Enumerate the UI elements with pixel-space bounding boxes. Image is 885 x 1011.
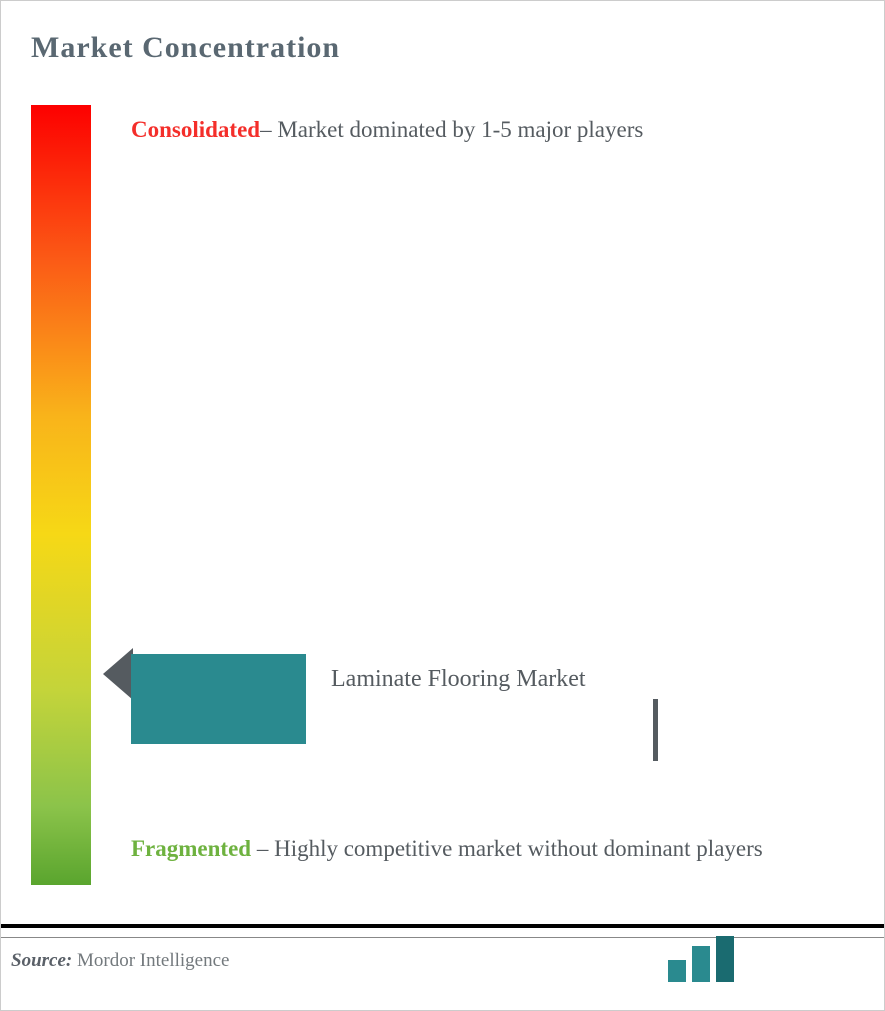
fragmented-rest: – Highly competitive market without domi… — [251, 836, 763, 861]
source-text: Source: Mordor Intelligence — [11, 950, 229, 972]
brand-logo — [668, 936, 734, 982]
content-row: Consolidated– Market dominated by 1-5 ma… — [31, 105, 854, 885]
infographic-container: Market Concentration Consolidated– Marke… — [0, 0, 885, 1011]
source-label: Source: — [11, 950, 72, 971]
consolidated-rest: – Market dominated by 1-5 major players — [260, 117, 643, 142]
consolidated-description: Consolidated– Market dominated by 1-5 ma… — [131, 105, 854, 156]
marker-label: Laminate Flooring Market — [331, 666, 586, 693]
market-marker: Laminate Flooring Market — [131, 654, 854, 744]
logo-bars-icon — [668, 936, 734, 982]
source-value: Mordor Intelligence — [72, 950, 229, 971]
text-column: Consolidated– Market dominated by 1-5 ma… — [131, 105, 854, 885]
marker-box — [131, 654, 306, 744]
marker-vertical-line — [653, 699, 658, 761]
concentration-gradient-bar — [31, 105, 91, 885]
footer-rule-thick — [1, 924, 884, 928]
fragmented-label: Fragmented — [131, 836, 251, 861]
consolidated-label: Consolidated — [131, 117, 260, 142]
footer-rule-thin — [1, 937, 884, 938]
page-title: Market Concentration — [31, 31, 854, 65]
fragmented-description: Fragmented – Highly competitive market w… — [131, 824, 854, 875]
marker-arrow-head-icon — [103, 648, 133, 700]
